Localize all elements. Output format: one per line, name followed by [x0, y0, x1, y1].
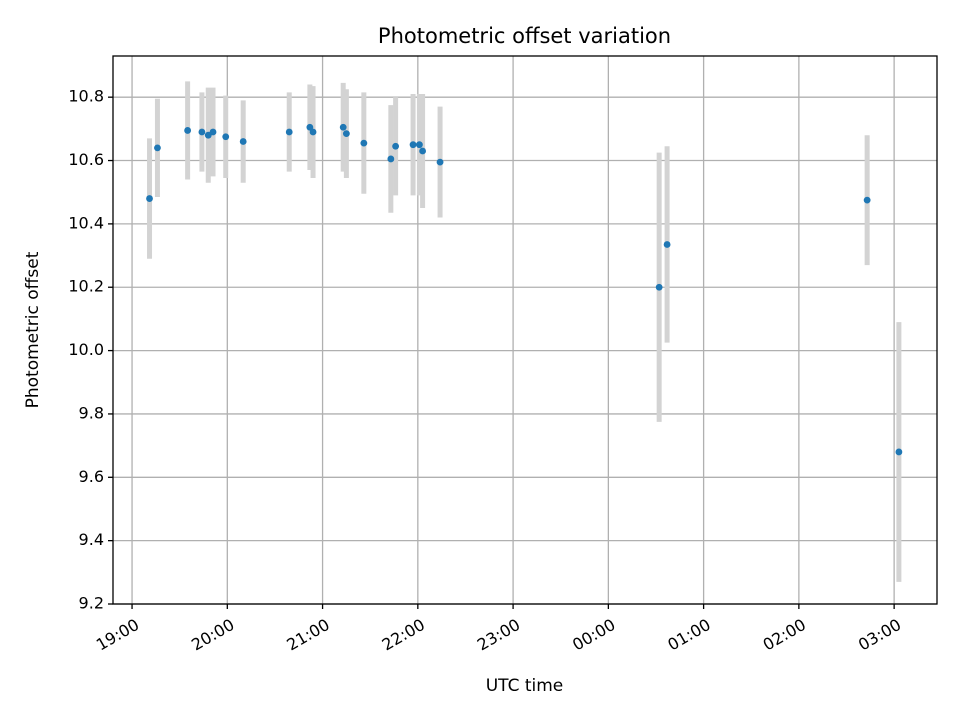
- x-tick-label: 20:00: [188, 615, 237, 655]
- data-point: [339, 123, 347, 131]
- y-tick-label: 9.2: [79, 594, 104, 613]
- data-point: [392, 142, 400, 150]
- y-tick-label: 10.0: [68, 340, 104, 359]
- data-point: [222, 133, 230, 141]
- data-point: [436, 158, 444, 166]
- chart-title: Photometric offset variation: [378, 24, 671, 48]
- y-tick-label: 9.8: [79, 403, 104, 422]
- x-tick-label: 23:00: [474, 615, 523, 655]
- data-point: [146, 195, 153, 202]
- grid: [113, 56, 937, 605]
- data-point: [360, 139, 368, 147]
- x-tick-label: 21:00: [283, 615, 332, 655]
- data-point: [387, 155, 395, 163]
- x-tick-label: 02:00: [760, 615, 809, 655]
- x-tick-label: 03:00: [855, 615, 904, 655]
- y-tick-label: 10.6: [68, 150, 104, 169]
- plot-frame: [112, 55, 938, 605]
- x-axis: 19:00 20:00 21:00 22:00 23:00 00:00 01:00 02:00…: [93, 604, 904, 655]
- error-bars: [147, 81, 902, 582]
- x-tick-label: 19:00: [93, 615, 142, 655]
- y-tick-label: 10.8: [68, 87, 104, 106]
- data-point: [416, 141, 423, 149]
- data-points: [146, 123, 903, 456]
- data-point: [895, 448, 903, 456]
- data-point: [342, 130, 350, 138]
- data-point: [655, 283, 663, 291]
- x-axis-label: UTC time: [486, 676, 564, 696]
- y-axis: 9.2 9.4 9.6 9.8 10.0 10.2 10.4 10.6 10.8: [68, 87, 113, 613]
- data-point: [198, 128, 206, 136]
- data-point: [409, 141, 417, 149]
- y-tick-label: 9.4: [79, 530, 104, 549]
- y-tick-label: 10.4: [68, 213, 104, 232]
- x-tick-label: 01:00: [664, 615, 713, 655]
- x-tick-label: 00:00: [569, 615, 618, 655]
- data-point: [184, 127, 192, 134]
- data-point: [309, 128, 317, 136]
- y-tick-label: 9.6: [79, 467, 104, 486]
- y-tick-label: 10.2: [68, 277, 104, 296]
- data-point: [239, 138, 247, 145]
- y-axis-label: Photometric offset: [23, 251, 43, 408]
- data-point: [419, 147, 426, 155]
- data-point: [285, 128, 293, 136]
- data-point: [209, 128, 217, 136]
- data-point: [154, 144, 161, 152]
- data-point: [863, 196, 871, 204]
- x-tick-label: 22:00: [379, 615, 428, 655]
- data-point: [663, 241, 671, 248]
